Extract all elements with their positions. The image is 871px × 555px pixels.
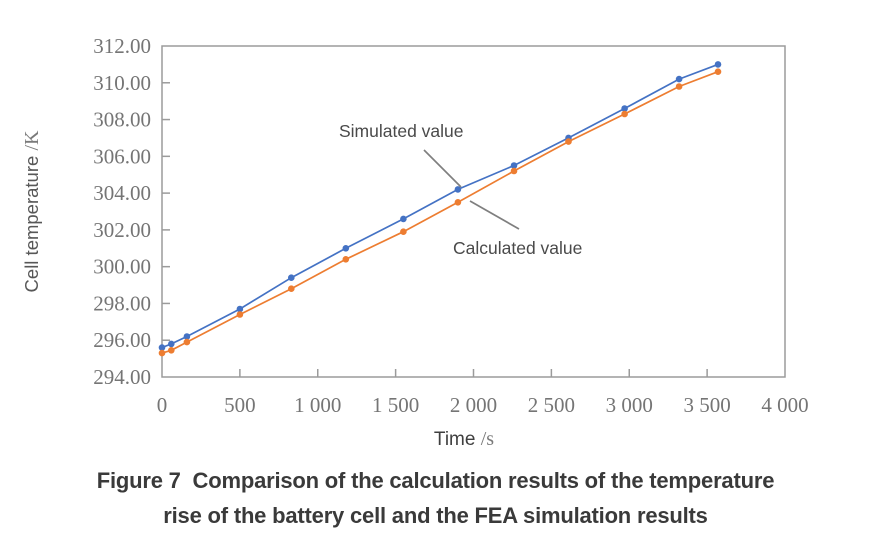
data-point-calculated — [400, 228, 407, 235]
figure-caption: Figure 7 Comparison of the calculation r… — [0, 463, 871, 533]
x-tick-label: 1 000 — [294, 393, 341, 417]
temperature-comparison-chart: 0 500 1 000 1 500 2 000 2 500 3 000 3 500 4 000 2… — [21, 34, 809, 450]
data-point-simulated — [288, 274, 295, 282]
annotation-label-simulated: Simulated value — [339, 121, 464, 141]
data-point-calculated — [621, 110, 628, 118]
data-point-simulated — [168, 340, 175, 348]
data-point-simulated — [454, 186, 462, 193]
data-point-calculated — [168, 347, 175, 354]
data-point-calculated — [675, 83, 683, 90]
data-point-simulated — [675, 75, 683, 83]
y-tick-label: 306.00 — [93, 144, 151, 168]
data-point-calculated — [565, 138, 572, 145]
x-tick-label: 2 000 — [450, 393, 497, 417]
data-point-simulated — [236, 305, 244, 313]
x-axis-title: Time /s — [434, 428, 494, 450]
y-tick-label: 310.00 — [93, 71, 151, 95]
series-line-simulated — [161, 63, 719, 349]
y-tick-label: 304.00 — [93, 181, 151, 205]
data-point-calculated — [236, 311, 244, 318]
data-point-calculated — [342, 255, 350, 263]
data-point-simulated — [400, 215, 407, 223]
data-point-simulated — [158, 344, 166, 351]
y-tick-label: 308.00 — [93, 108, 151, 132]
data-point-simulated — [510, 162, 518, 169]
x-tick-label: 4 000 — [761, 393, 808, 417]
figure-caption-line1: Figure 7 Comparison of the calculation r… — [96, 468, 775, 493]
figure-caption-line2: rise of the battery cell and the FEA sim… — [163, 503, 708, 528]
x-tick-label: 3 500 — [684, 393, 731, 417]
data-point-calculated — [183, 338, 191, 346]
data-point-calculated — [158, 349, 166, 357]
data-point-calculated — [510, 167, 518, 175]
data-point-simulated — [621, 105, 628, 112]
series-line-calculated — [161, 70, 719, 354]
x-tick-label: 1 500 — [372, 393, 419, 417]
y-tick-label: 300.00 — [93, 255, 151, 279]
y-axis-title: Cell temperature /K — [21, 130, 43, 292]
data-point-calculated — [288, 285, 295, 293]
data-point-simulated — [714, 61, 722, 68]
y-tick-label: 296.00 — [93, 328, 151, 352]
plot-area — [161, 45, 786, 378]
annotation-label-calculated: Calculated value — [453, 238, 582, 258]
x-tick-label: 2 500 — [528, 393, 575, 417]
y-tick-label: 298.00 — [93, 291, 151, 315]
y-tick-label: 312.00 — [93, 34, 151, 58]
annotation-leader-simulated — [423, 149, 462, 188]
x-tick-label: 0 — [157, 393, 168, 417]
data-point-calculated — [454, 199, 462, 206]
data-point-simulated — [183, 333, 191, 340]
annotation-leader-calculated — [469, 200, 520, 230]
x-tick-label: 3 000 — [606, 393, 653, 417]
y-tick-label: 294.00 — [93, 365, 151, 389]
y-tick-label: 302.00 — [93, 218, 151, 242]
data-point-calculated — [714, 68, 722, 75]
data-point-simulated — [342, 245, 350, 252]
x-tick-label: 500 — [224, 393, 256, 417]
